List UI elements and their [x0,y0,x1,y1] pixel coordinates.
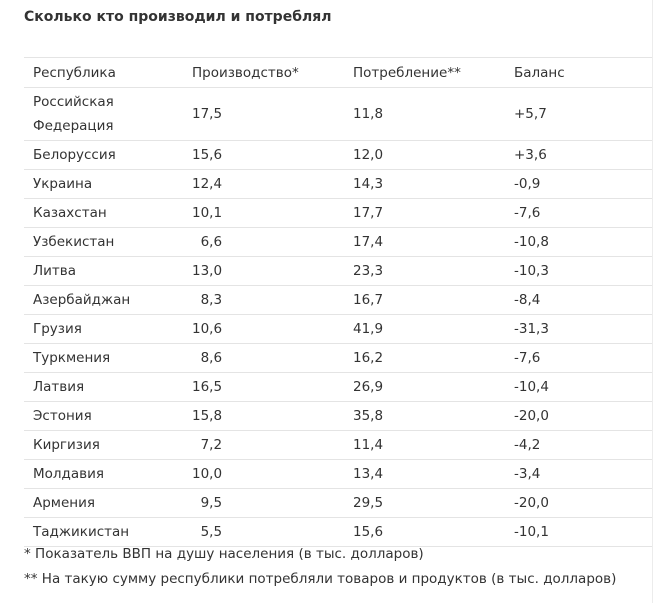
table-row: Казахстан 10,1 17,7 -7,6 [24,198,652,228]
cell-republic: Азербайджан [24,285,183,315]
cell-republic: Таджикистан [24,517,183,547]
cell-balance: -20,0 [505,401,652,431]
table-row: Узбекистан 6,6 17,4 -10,8 [24,227,652,257]
table-row: Киргизия 7,2 11,4 -4,2 [24,430,652,460]
cell-consumption: 12,0 [344,140,505,170]
cell-republic: Украина [24,169,183,199]
cell-republic: Армения [24,488,183,518]
cell-consumption: 14,3 [344,169,505,199]
cell-production: 10,1 [183,198,344,228]
cell-production: 13,0 [183,256,344,286]
table-row: Российская Федерация 17,5 11,8 +5,7 [24,87,652,141]
header-production: Производство* [183,57,344,88]
header-republic: Республика [24,57,183,88]
cell-production: 12,4 [183,169,344,199]
cell-republic: Латвия [24,372,183,402]
cell-production: 6,6 [183,227,344,257]
cell-consumption: 17,7 [344,198,505,228]
cell-balance: +3,6 [505,140,652,170]
table-row: Азербайджан 8,3 16,7 -8,4 [24,285,652,315]
cell-republic: Киргизия [24,430,183,460]
cell-republic: Российская Федерация [24,87,183,141]
cell-balance: -0,9 [505,169,652,199]
cell-production: 17,5 [183,87,344,141]
cell-consumption: 11,8 [344,87,505,141]
cell-republic: Эстония [24,401,183,431]
cell-consumption: 26,9 [344,372,505,402]
cell-balance: -7,6 [505,343,652,373]
cell-balance: -10,3 [505,256,652,286]
cell-consumption: 41,9 [344,314,505,344]
cell-balance: -3,4 [505,459,652,489]
cell-production: 9,5 [183,488,344,518]
cell-consumption: 16,7 [344,285,505,315]
cell-consumption: 29,5 [344,488,505,518]
table-row: Армения 9,5 29,5 -20,0 [24,488,652,518]
table-row: Украина 12,4 14,3 -0,9 [24,169,652,199]
cell-production: 15,8 [183,401,344,431]
cell-production: 15,6 [183,140,344,170]
cell-republic: Туркмения [24,343,183,373]
cell-production: 16,5 [183,372,344,402]
cell-balance: -8,4 [505,285,652,315]
cell-balance: +5,7 [505,87,652,141]
cell-balance: -20,0 [505,488,652,518]
cell-production: 8,6 [183,343,344,373]
header-consumption: Потребление** [344,57,505,88]
page-title: Сколько кто производил и потреблял [24,9,332,25]
cell-balance: -31,3 [505,314,652,344]
cell-production: 10,6 [183,314,344,344]
cell-consumption: 15,6 [344,517,505,547]
table-header-row: Республика Производство* Потребление** Б… [24,57,652,88]
cell-production: 7,2 [183,430,344,460]
cell-balance: -10,8 [505,227,652,257]
cell-republic: Литва [24,256,183,286]
table-row: Грузия 10,6 41,9 -31,3 [24,314,652,344]
cell-consumption: 13,4 [344,459,505,489]
cell-republic: Белоруссия [24,140,183,170]
cell-production: 8,3 [183,285,344,315]
table-row: Туркмения 8,6 16,2 -7,6 [24,343,652,373]
cell-balance: -7,6 [505,198,652,228]
data-table: Республика Производство* Потребление** Б… [24,57,652,547]
cell-production: 5,5 [183,517,344,547]
footnote-consumption: ** На такую сумму республики потребляли … [24,571,617,587]
cell-balance: -10,4 [505,372,652,402]
footnote-production: * Показатель ВВП на душу населения (в ты… [24,546,424,562]
table-row: Белоруссия 15,6 12,0 +3,6 [24,140,652,170]
table-row: Эстония 15,8 35,8 -20,0 [24,401,652,431]
cell-consumption: 16,2 [344,343,505,373]
table-row: Таджикистан 5,5 15,6 -10,1 [24,517,652,547]
table-row: Литва 13,0 23,3 -10,3 [24,256,652,286]
cell-balance: -4,2 [505,430,652,460]
cell-republic: Узбекистан [24,227,183,257]
cell-republic: Грузия [24,314,183,344]
cell-consumption: 23,3 [344,256,505,286]
cell-consumption: 35,8 [344,401,505,431]
cell-consumption: 11,4 [344,430,505,460]
cell-consumption: 17,4 [344,227,505,257]
cell-production: 10,0 [183,459,344,489]
header-balance: Баланс [505,57,652,88]
cell-republic: Молдавия [24,459,183,489]
table-row: Латвия 16,5 26,9 -10,4 [24,372,652,402]
cell-balance: -10,1 [505,517,652,547]
table-row: Молдавия 10,0 13,4 -3,4 [24,459,652,489]
cell-republic: Казахстан [24,198,183,228]
